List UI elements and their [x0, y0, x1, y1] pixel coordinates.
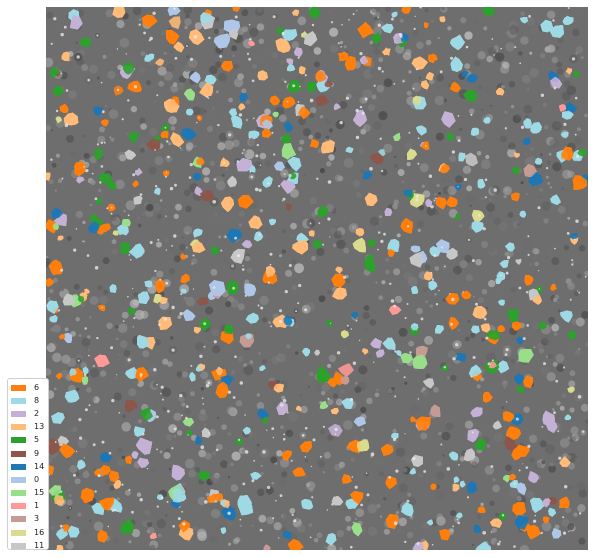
- legend-label: 11: [34, 542, 44, 550]
- cell: [120, 242, 129, 254]
- legend-item: 15: [11, 487, 45, 500]
- legend-swatch: [11, 516, 26, 522]
- legend-swatch: [11, 411, 26, 417]
- legend-label: 13: [34, 423, 44, 431]
- legend-label: 0: [34, 476, 39, 484]
- legend-label: 16: [34, 529, 44, 537]
- cell: [122, 219, 131, 226]
- legend-swatch: [11, 424, 26, 430]
- legend-label: 15: [34, 489, 44, 497]
- legend-item: 1: [11, 500, 45, 513]
- legend-item: 8: [11, 394, 45, 407]
- cell-overlay: [46, 7, 588, 550]
- legend-item: 0: [11, 473, 45, 486]
- legend-label: 8: [34, 397, 39, 405]
- legend-label: 9: [34, 450, 39, 458]
- legend-label: 2: [34, 410, 39, 418]
- legend-item: 11: [11, 539, 45, 552]
- legend-swatch: [11, 437, 26, 443]
- legend-label: 6: [34, 384, 39, 392]
- legend-item: 14: [11, 460, 45, 473]
- legend-swatch: [11, 398, 26, 404]
- legend-swatch: [11, 451, 26, 457]
- legend-swatch: [11, 503, 26, 509]
- legend-label: 1: [34, 502, 39, 510]
- legend: 6 8 2 13 5 9 14 0: [7, 378, 49, 550]
- tissue-image: [46, 7, 588, 550]
- legend-item: 3: [11, 513, 45, 526]
- legend-item: 2: [11, 407, 45, 420]
- legend-item: 16: [11, 526, 45, 539]
- legend-item: 6: [11, 381, 45, 394]
- legend-label: 3: [34, 515, 39, 523]
- legend-swatch: [11, 490, 26, 496]
- legend-swatch: [11, 530, 26, 536]
- legend-swatch: [11, 464, 26, 470]
- legend-item: 5: [11, 434, 45, 447]
- cell: [144, 281, 152, 288]
- legend-swatch: [11, 543, 26, 549]
- legend-swatch: [11, 477, 26, 483]
- legend-item: 13: [11, 421, 45, 434]
- legend-label: 5: [34, 436, 39, 444]
- legend-swatch: [11, 385, 26, 391]
- legend-label: 14: [34, 463, 44, 471]
- legend-item: 9: [11, 447, 45, 460]
